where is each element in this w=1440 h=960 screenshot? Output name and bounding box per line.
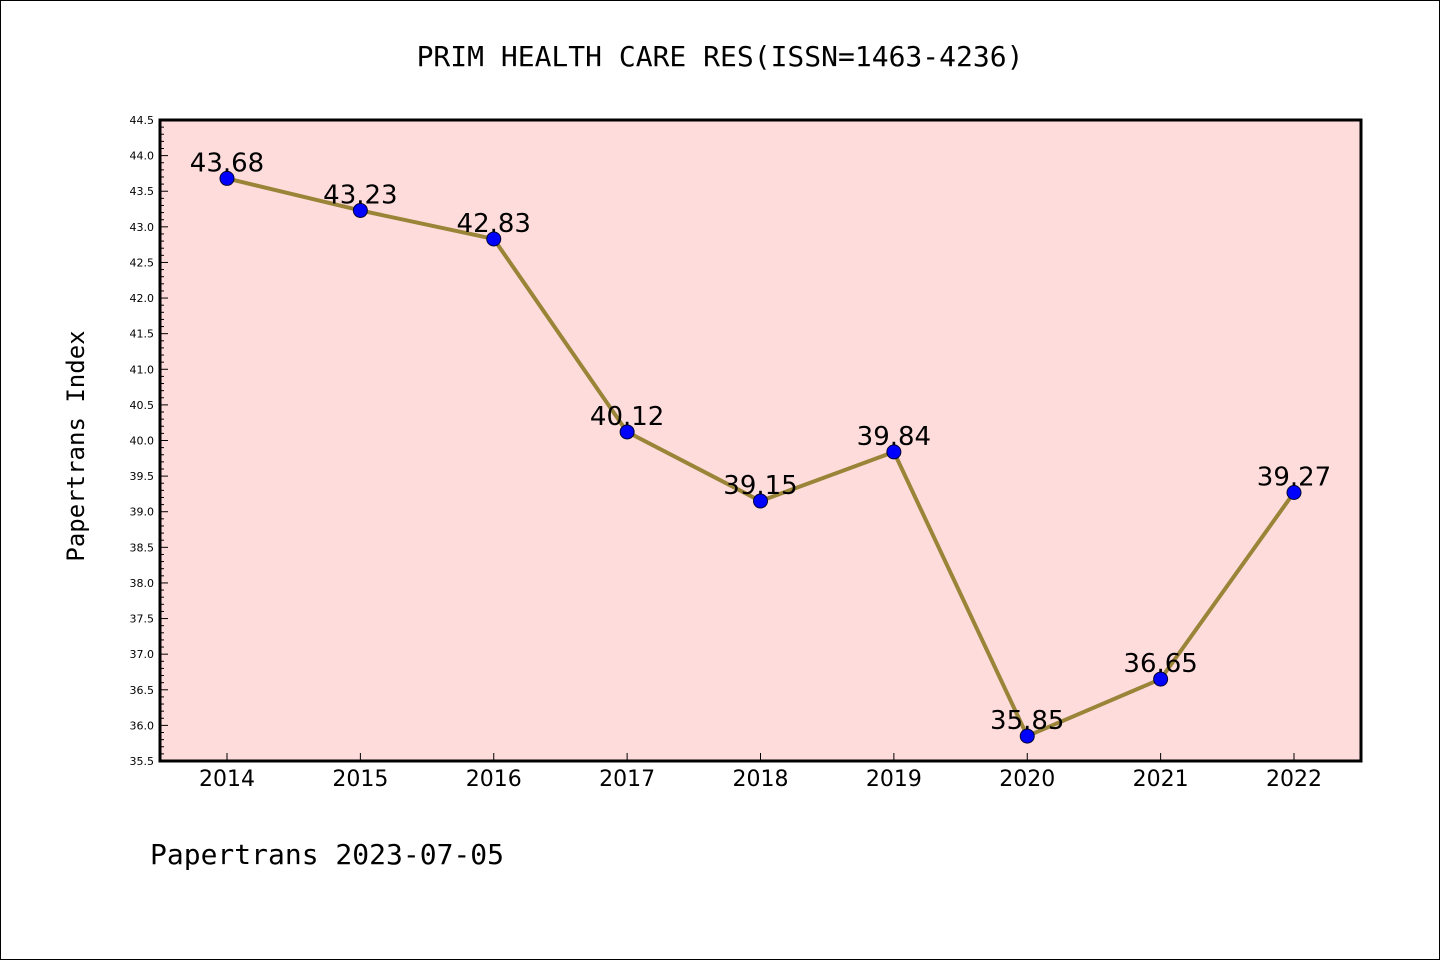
- chart-title: PRIM HEALTH CARE RES(ISSN=1463-4236): [417, 40, 1024, 73]
- y-tick-label: 42.5: [130, 256, 155, 269]
- data-label: 39.27: [1257, 462, 1331, 492]
- series-layer: 43.68 43.23 42.83 40.12 39.15 39.84 35.85 36.65…: [190, 148, 1331, 744]
- y-tick-label: 38.0: [130, 577, 155, 590]
- x-tick-label: 2014: [199, 767, 255, 792]
- x-tick-label: 2020: [999, 767, 1055, 792]
- data-label: 43.23: [323, 180, 397, 210]
- y-axis-label: Papertrans Index: [62, 330, 90, 561]
- y-axis: 35.5 36.0 36.5 37.0 37.5 38.0 38.5 39.0 39.5 40.0…: [130, 114, 168, 768]
- x-tick-label: 2019: [866, 767, 922, 792]
- data-label: 39.15: [723, 471, 797, 501]
- data-point: [1153, 671, 1169, 687]
- data-label: 42.83: [457, 209, 531, 239]
- y-tick-label: 36.5: [130, 684, 155, 697]
- data-point: [886, 444, 902, 460]
- data-label: 40.12: [590, 402, 664, 432]
- x-tick-label: 2021: [1133, 767, 1189, 792]
- data-point: [1286, 484, 1302, 500]
- data-label: 35.85: [990, 706, 1064, 736]
- y-tick-label: 37.0: [130, 648, 155, 661]
- data-point: [1019, 728, 1035, 744]
- y-tick-label: 38.5: [130, 541, 155, 554]
- x-tick-label: 2018: [733, 767, 789, 792]
- y-tick-label: 44.5: [130, 114, 155, 127]
- x-tick-label: 2016: [466, 767, 522, 792]
- data-label: 39.84: [857, 422, 931, 452]
- x-tick-label: 2022: [1266, 767, 1322, 792]
- y-tick-label: 35.5: [130, 755, 155, 768]
- y-tick-label: 43.0: [130, 221, 155, 234]
- x-tick-label: 2017: [599, 767, 655, 792]
- y-tick-label: 40.0: [130, 435, 155, 448]
- y-tick-label: 44.0: [130, 150, 155, 163]
- y-tick-label: 36.0: [130, 719, 155, 732]
- data-point: [619, 424, 635, 440]
- plot-area: [160, 120, 1361, 761]
- data-point: [219, 170, 235, 186]
- data-label: 36.65: [1123, 649, 1197, 679]
- y-tick-label: 40.5: [130, 399, 155, 412]
- data-point: [753, 493, 768, 509]
- y-tick-label: 39.0: [130, 506, 155, 519]
- y-tick-label: 43.5: [130, 185, 155, 198]
- y-tick-label: 41.5: [130, 328, 155, 341]
- data-point: [486, 231, 502, 247]
- y-tick-label: 39.5: [130, 470, 155, 483]
- data-point: [352, 202, 368, 218]
- y-tick-label: 41.0: [130, 363, 155, 376]
- y-tick-label: 37.5: [130, 613, 155, 626]
- data-label: 43.68: [190, 148, 264, 178]
- x-tick-label: 2015: [332, 767, 388, 792]
- y-tick-label: 42.0: [130, 292, 155, 305]
- footer-text: Papertrans 2023-07-05: [150, 838, 504, 871]
- plot-border: [158, 118, 1363, 763]
- x-axis: 2014 2015 2016 2017 2018 2019 2020 2021 2022: [199, 753, 1322, 792]
